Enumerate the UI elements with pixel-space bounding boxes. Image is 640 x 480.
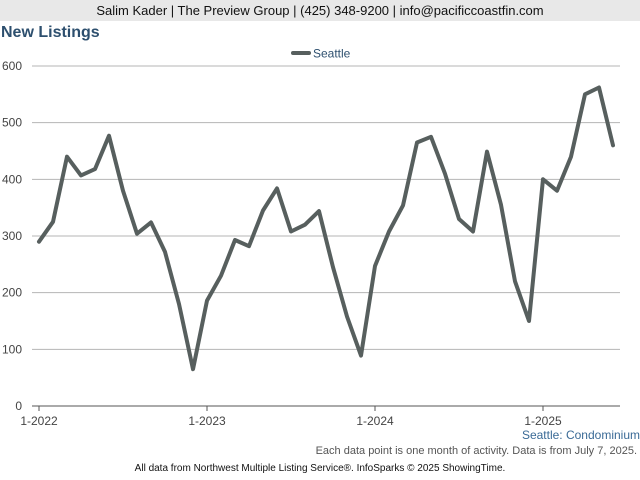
y-tick-label: 500	[2, 116, 22, 130]
legend-label: Seattle	[313, 47, 351, 61]
y-tick-label: 100	[2, 342, 22, 356]
chart-title: New Listings	[1, 24, 100, 41]
subset-label: Seattle: Condominium	[521, 428, 640, 442]
x-tick-label: 1-2023	[188, 414, 226, 428]
y-tick-label: 0	[15, 399, 22, 413]
series-layer	[37, 85, 615, 372]
x-tick-label: 1-2022	[20, 414, 58, 428]
y-tick-label: 200	[2, 286, 22, 300]
legend[interactable]: Seattle	[291, 47, 351, 61]
x-tick-label: 1-2024	[356, 414, 394, 428]
source-attribution: All data from Northwest Multiple Listing…	[134, 463, 506, 474]
grid-lines	[32, 65, 620, 350]
y-tick-label: 600	[2, 59, 22, 73]
line-chart: 0 100 200 300 400 500 600 1-2022 1-2023 1-2024 1-2…	[2, 47, 620, 428]
contact-text: Salim Kader | The Preview Group | (425) …	[96, 3, 544, 18]
y-tick-label: 400	[2, 172, 22, 186]
contact-header: Salim Kader | The Preview Group | (425) …	[0, 0, 640, 21]
y-tick-label: 300	[2, 229, 22, 243]
x-tick-label: 1-2025	[524, 414, 562, 428]
series-line-seattle	[37, 85, 615, 372]
axes: 0 100 200 300 400 500 600 1-2022 1-2023 1-2024 1-2…	[2, 59, 620, 428]
data-note: Each data point is one month of activity…	[315, 445, 637, 457]
